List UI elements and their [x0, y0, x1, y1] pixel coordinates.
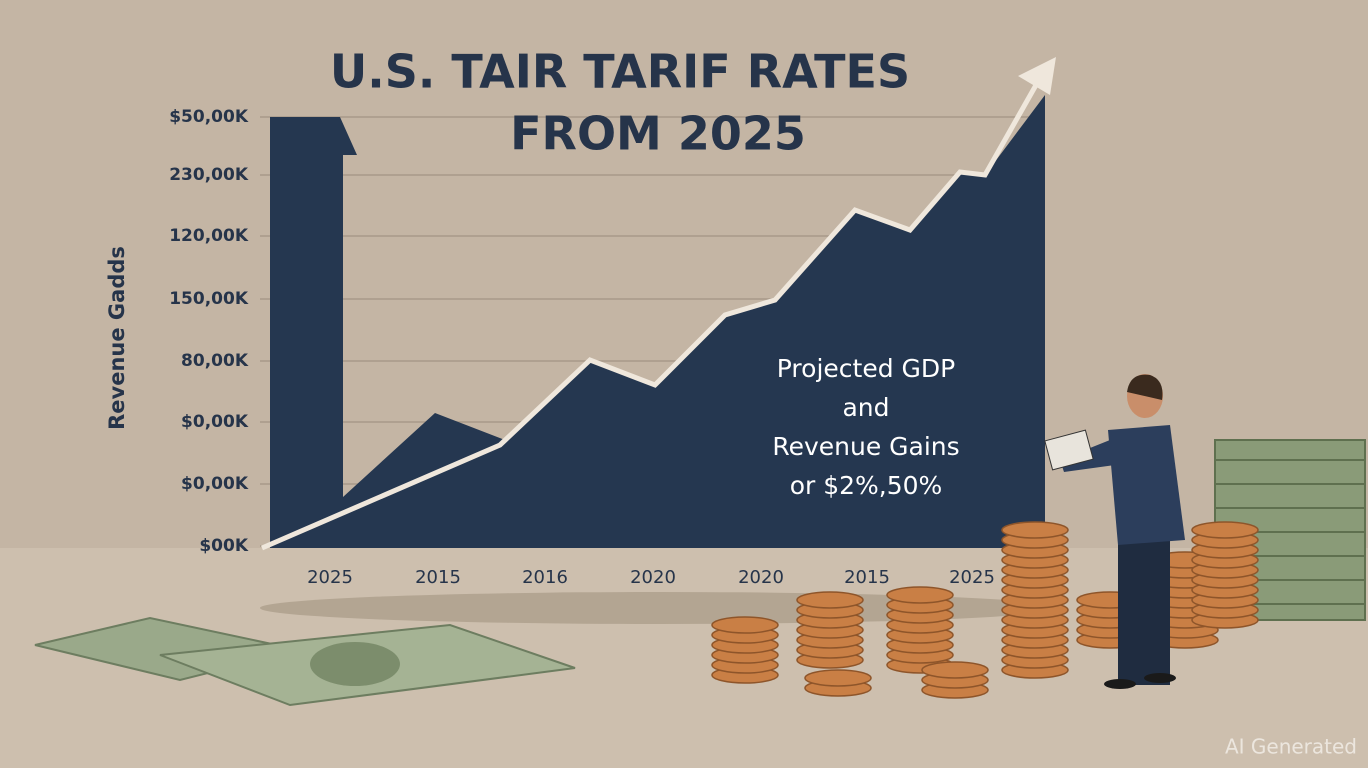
coin — [796, 591, 864, 609]
y-label: 120,00K — [169, 226, 249, 246]
jacket — [1108, 425, 1185, 545]
x-label: 2025 — [307, 567, 353, 588]
annotation-line: Revenue Gains — [772, 432, 959, 461]
x-labels: 2025 2015 2016 2020 2020 2015 2025 — [307, 567, 995, 588]
legs — [1118, 535, 1170, 685]
y-label: 230,00K — [169, 165, 249, 185]
y-labels: $50,00K 230,00K 120,00K 150,00K 80,00K $0,00K… — [169, 107, 249, 556]
arrow-head — [1018, 57, 1056, 95]
coins — [711, 521, 1259, 699]
coin — [921, 661, 989, 679]
coin — [1001, 521, 1069, 539]
coin — [1191, 521, 1259, 539]
title-line-2: FROM 2025 — [510, 107, 806, 161]
x-label: 2020 — [738, 567, 784, 588]
x-label: 2020 — [630, 567, 676, 588]
annotation-line: Projected GDP — [777, 354, 955, 383]
x-label: 2025 — [949, 567, 995, 588]
man — [1044, 374, 1185, 689]
y-axis-label: Revenue Gadds — [105, 246, 129, 430]
title-line-1: U.S. TAIR TARIF RATES — [330, 45, 910, 99]
trend-line — [261, 76, 1043, 551]
bill-portrait — [310, 642, 400, 686]
x-label: 2015 — [844, 567, 890, 588]
y-label: 150,00K — [169, 289, 249, 309]
x-label: 2016 — [522, 567, 568, 588]
shoe — [1104, 679, 1136, 689]
annotation: Projected GDP and Revenue Gains or $2%,50% — [772, 354, 959, 500]
y-label: 80,00K — [181, 351, 249, 371]
y-label: $50,00K — [169, 107, 249, 127]
y-label: $00K — [199, 536, 248, 556]
shoe — [1144, 673, 1176, 683]
annotation-line: and — [842, 393, 889, 422]
y-label: $0,00K — [181, 474, 249, 494]
x-label: 2015 — [415, 567, 461, 588]
coin — [886, 586, 954, 604]
coin — [804, 669, 872, 687]
y-label: $0,00K — [181, 412, 249, 432]
watermark: AI Generated — [1225, 735, 1357, 759]
tablet — [1044, 429, 1094, 471]
chart-area — [270, 95, 1045, 548]
annotation-line: or $2%,50% — [790, 471, 943, 500]
bills — [34, 616, 576, 707]
hair — [1127, 374, 1163, 400]
coin — [711, 616, 779, 634]
